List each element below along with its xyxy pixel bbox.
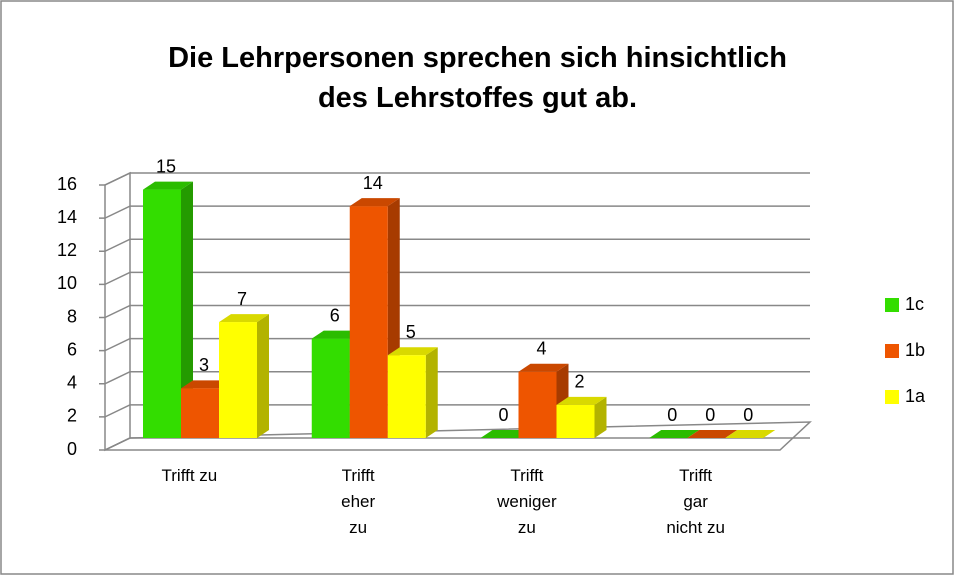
bar-top (219, 314, 269, 323)
grid-line (104, 271, 810, 286)
bar (219, 322, 257, 438)
bar (143, 189, 181, 438)
legend-swatch (885, 344, 899, 358)
data-label: 0 (743, 405, 753, 425)
data-label: 2 (574, 372, 584, 392)
grid-line (104, 337, 810, 352)
x-tick-label: Trifft gar nicht zu (666, 466, 725, 537)
bar-side (594, 396, 607, 438)
data-label: 6 (330, 305, 340, 325)
bar-top (518, 363, 569, 372)
grid-line (104, 304, 810, 319)
data-label: 3 (199, 355, 209, 375)
bar-top (480, 430, 531, 438)
y-tick-label: 16 (57, 174, 77, 194)
data-label: 0 (705, 405, 715, 425)
bar-top (687, 430, 738, 438)
bar-side (257, 314, 269, 438)
y-tick-label: 2 (67, 406, 77, 426)
bar-top (311, 330, 362, 339)
data-label: 7 (237, 289, 247, 309)
legend-label: 1a (905, 386, 926, 406)
data-label: 0 (498, 405, 508, 425)
legend-swatch (885, 298, 899, 312)
y-tick-label: 10 (57, 273, 77, 293)
bar-top (387, 347, 438, 356)
y-tick-label: 0 (67, 439, 77, 459)
y-tick-label: 14 (57, 207, 77, 227)
x-tick-label: Trifft eher zu (341, 466, 376, 537)
grid-line (104, 205, 810, 219)
data-label: 14 (363, 173, 383, 193)
bar-top (725, 430, 776, 438)
y-tick-label: 4 (67, 373, 77, 393)
y-tick-label: 12 (57, 240, 77, 260)
bar (518, 371, 557, 438)
data-label: 5 (406, 322, 416, 342)
bar (556, 404, 595, 438)
grid-line (104, 371, 810, 385)
bar-top (349, 198, 400, 207)
bar-top (143, 181, 193, 190)
x-tick-label: Trifft zu (161, 466, 218, 485)
bar (311, 338, 350, 438)
bar (349, 206, 388, 438)
y-tick-label: 6 (67, 339, 77, 359)
bar-side (181, 181, 193, 438)
grid-line (104, 172, 810, 186)
x-tick-label: Trifft weniger zu (497, 466, 557, 537)
y-tick-label: 8 (67, 306, 77, 326)
bar-side (425, 347, 438, 438)
legend-label: 1c (905, 294, 924, 314)
bar-top (556, 396, 607, 405)
bar (181, 388, 219, 438)
chart-title: Die Lehrpersonen sprechen sich hinsichtl… (168, 42, 787, 114)
bar-top (649, 430, 700, 438)
data-label: 15 (156, 156, 176, 176)
grid-line (104, 238, 810, 252)
bar (387, 355, 426, 438)
bar-top (181, 380, 231, 389)
legend-label: 1b (905, 340, 925, 360)
legend-swatch (885, 390, 899, 404)
data-label: 4 (536, 339, 546, 359)
data-label: 0 (667, 405, 677, 425)
